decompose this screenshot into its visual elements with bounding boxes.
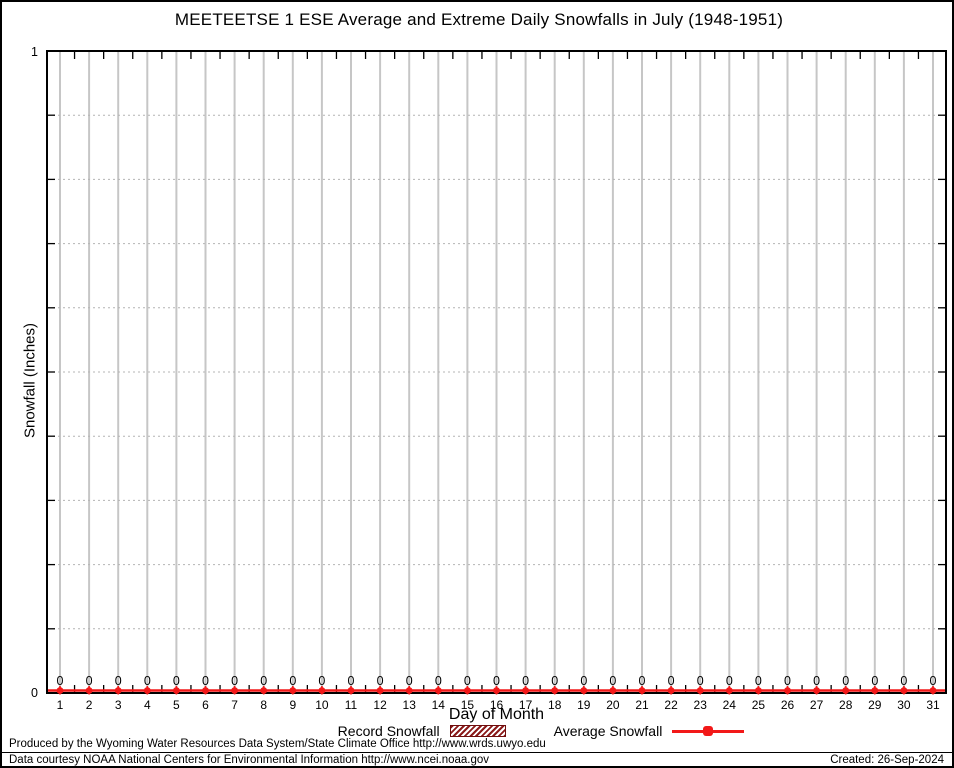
svg-text:0: 0	[493, 674, 500, 688]
svg-text:15: 15	[461, 698, 475, 712]
y-axis-label: Snowfall (Inches)	[21, 322, 39, 439]
footer-produced-by: Produced by the Wyoming Water Resources …	[9, 738, 546, 750]
svg-text:29: 29	[868, 698, 882, 712]
svg-text:0: 0	[86, 674, 93, 688]
svg-text:1: 1	[57, 698, 64, 712]
svg-text:0: 0	[697, 674, 704, 688]
chart-legend: Record Snowfall Average Snowfall	[64, 723, 952, 739]
x-gridlines	[59, 51, 934, 693]
svg-text:0: 0	[900, 674, 907, 688]
svg-text:0: 0	[609, 674, 616, 688]
svg-text:0: 0	[813, 674, 820, 688]
svg-text:0: 0	[318, 674, 325, 688]
svg-text:0: 0	[551, 674, 558, 688]
svg-text:16: 16	[490, 698, 504, 712]
svg-text:0: 0	[406, 674, 413, 688]
legend-record-label: Record Snowfall	[337, 723, 440, 739]
chart-title: MEETEETSE 1 ESE Average and Extreme Dail…	[174, 10, 784, 29]
svg-text:30: 30	[897, 698, 911, 712]
footer-created-date: Created: 26-Sep-2024	[830, 754, 944, 766]
svg-text:18: 18	[548, 698, 562, 712]
y-tick-labels: 01	[31, 45, 38, 700]
svg-text:0: 0	[231, 674, 238, 688]
svg-text:24: 24	[723, 698, 737, 712]
svg-text:27: 27	[810, 698, 824, 712]
svg-text:20: 20	[606, 698, 620, 712]
average-snowfall-series	[48, 686, 945, 695]
footer-separator	[2, 752, 952, 753]
svg-text:6: 6	[202, 698, 209, 712]
svg-text:4: 4	[144, 698, 151, 712]
svg-text:14: 14	[432, 698, 446, 712]
svg-text:0: 0	[639, 674, 646, 688]
svg-text:19: 19	[577, 698, 591, 712]
svg-text:13: 13	[403, 698, 417, 712]
svg-text:0: 0	[115, 674, 122, 688]
svg-text:0: 0	[668, 674, 675, 688]
svg-text:0: 0	[348, 674, 355, 688]
svg-text:8: 8	[260, 698, 267, 712]
svg-text:0: 0	[871, 674, 878, 688]
svg-text:23: 23	[694, 698, 708, 712]
svg-text:0: 0	[726, 674, 733, 688]
point-value-labels: 0 0 0 0 0 0 0 0 0 0 0 0 0 0 0 0 0 0 0 0 0 0 0 0 0 0 0 0 0 0 0	[57, 674, 937, 688]
svg-text:2: 2	[86, 698, 93, 712]
svg-text:0: 0	[202, 674, 209, 688]
svg-text:17: 17	[519, 698, 533, 712]
svg-text:0: 0	[289, 674, 296, 688]
footer-data-courtesy: Data courtesy NOAA National Centers for …	[9, 754, 490, 766]
svg-text:28: 28	[839, 698, 853, 712]
svg-text:10: 10	[315, 698, 329, 712]
legend-average-label: Average Snowfall	[553, 723, 663, 739]
svg-text:0: 0	[464, 674, 471, 688]
svg-text:1: 1	[31, 45, 38, 59]
svg-text:7: 7	[231, 698, 238, 712]
svg-text:0: 0	[173, 674, 180, 688]
record-snowfall-swatch-icon	[449, 725, 506, 737]
svg-text:22: 22	[664, 698, 678, 712]
svg-text:25: 25	[752, 698, 766, 712]
svg-text:3: 3	[115, 698, 122, 712]
svg-text:0: 0	[31, 686, 38, 700]
svg-text:9: 9	[289, 698, 296, 712]
legend-point-marker-icon	[703, 726, 714, 736]
svg-text:5: 5	[173, 698, 180, 712]
svg-text:11: 11	[345, 698, 358, 712]
average-snowfall-line-icon	[672, 724, 745, 738]
svg-text:0: 0	[377, 674, 384, 688]
svg-text:12: 12	[373, 698, 387, 712]
svg-text:0: 0	[57, 674, 64, 688]
svg-text:0: 0	[144, 674, 151, 688]
x-tick-labels: 1 2 3 4 5 6 7 8 9 10 11 12 13 14 15 16 17 18 19 20 21 22 23 24 2…	[57, 698, 940, 712]
svg-text:0: 0	[260, 674, 267, 688]
svg-text:0: 0	[842, 674, 849, 688]
svg-text:0: 0	[784, 674, 791, 688]
x-axis-label: Day of Month	[448, 706, 545, 723]
svg-text:21: 21	[635, 698, 649, 712]
svg-text:0: 0	[755, 674, 762, 688]
y-tick-marks	[48, 114, 945, 630]
svg-text:0: 0	[580, 674, 587, 688]
svg-text:0: 0	[930, 674, 937, 688]
svg-text:26: 26	[781, 698, 795, 712]
svg-text:0: 0	[435, 674, 442, 688]
svg-text:0: 0	[522, 674, 529, 688]
svg-text:31: 31	[926, 698, 940, 712]
